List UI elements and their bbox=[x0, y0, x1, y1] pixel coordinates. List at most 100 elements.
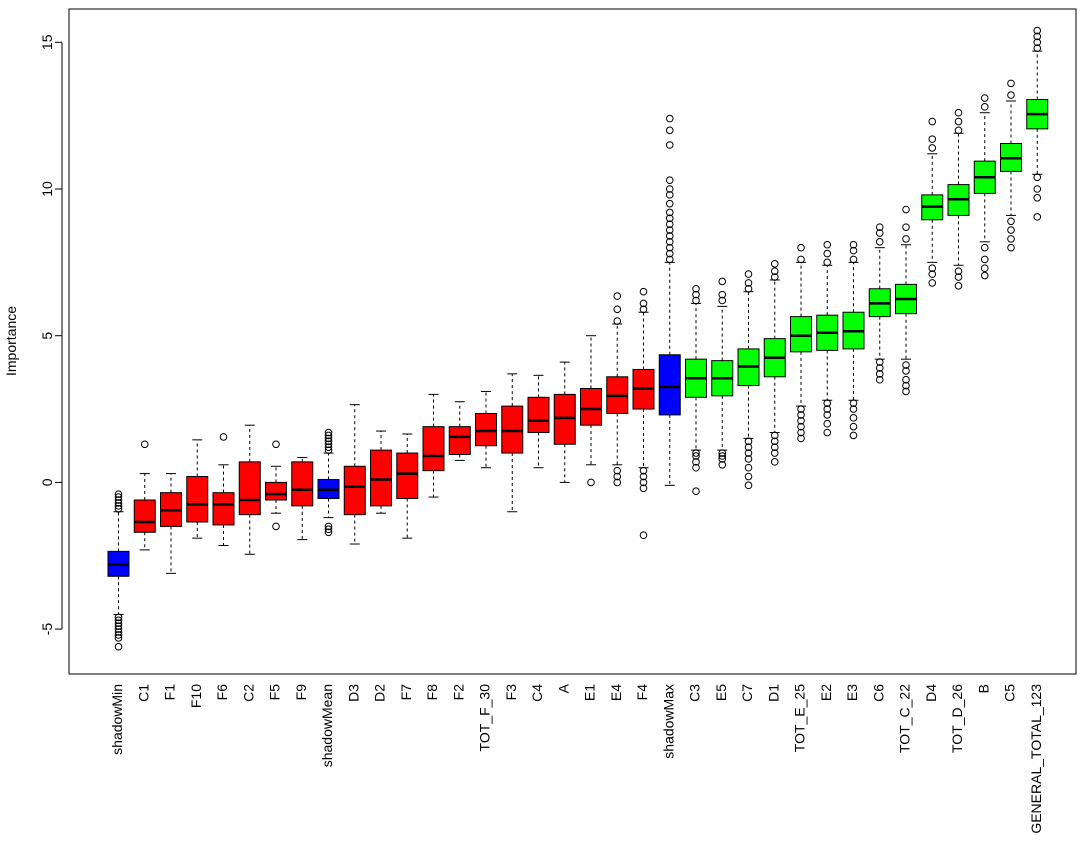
x-tick-label: GENERAL_TOTAL_123 bbox=[1028, 684, 1044, 834]
outlier-point bbox=[902, 381, 910, 390]
x-tick-label: F1 bbox=[162, 684, 178, 701]
outlier-point bbox=[980, 255, 989, 264]
outlier-point bbox=[718, 296, 727, 305]
outlier-point bbox=[770, 267, 779, 275]
x-tick-label: TOT_F_30 bbox=[477, 684, 493, 752]
outlier-point bbox=[639, 287, 648, 296]
box-body bbox=[501, 405, 524, 454]
box-C1 bbox=[133, 440, 156, 551]
outlier-point bbox=[1033, 213, 1042, 221]
y-tick-label: -5 bbox=[39, 623, 55, 636]
box-body bbox=[658, 354, 681, 416]
y-tick-label: 0 bbox=[39, 478, 55, 486]
y-tick-label: 10 bbox=[39, 181, 55, 197]
x-tick-label: TOT_E_25 bbox=[792, 684, 808, 752]
x-tick-label: C5 bbox=[1002, 684, 1018, 702]
outlier-point bbox=[692, 449, 700, 457]
outlier-point bbox=[324, 522, 333, 531]
outlier-point bbox=[875, 370, 884, 378]
outlier-point bbox=[954, 117, 963, 126]
plot-frame bbox=[68, 8, 1077, 675]
y-tick-label: 5 bbox=[39, 332, 55, 340]
x-tick-label: E5 bbox=[713, 684, 729, 701]
outlier-point bbox=[797, 411, 805, 419]
outlier-point bbox=[665, 249, 674, 258]
box-body bbox=[527, 396, 550, 434]
box-F4 bbox=[632, 287, 655, 540]
outlier-point bbox=[849, 399, 858, 407]
outlier-point bbox=[613, 466, 622, 475]
box-body bbox=[291, 461, 314, 507]
outlier-point bbox=[665, 185, 674, 193]
outlier-point bbox=[324, 428, 333, 437]
outlier-point bbox=[823, 405, 832, 413]
outlier-point bbox=[639, 299, 648, 308]
x-tick-label: F4 bbox=[634, 684, 650, 701]
box-shadowMax bbox=[658, 114, 681, 486]
outlier-point bbox=[114, 622, 123, 630]
box-B bbox=[973, 94, 996, 280]
box-E1 bbox=[580, 335, 602, 487]
outlier-point bbox=[902, 387, 910, 396]
outlier-point bbox=[1033, 44, 1042, 52]
outlier-point bbox=[954, 126, 963, 135]
outlier-point bbox=[324, 437, 333, 446]
outlier-point bbox=[902, 235, 910, 243]
outlier-point bbox=[875, 229, 884, 237]
outlier-point bbox=[770, 437, 779, 446]
outlier-point bbox=[902, 367, 910, 375]
outlier-point bbox=[797, 434, 805, 443]
box-D1 bbox=[763, 260, 786, 466]
outlier-point bbox=[928, 117, 937, 126]
x-tick-label: D4 bbox=[923, 684, 939, 702]
outlier-point bbox=[797, 416, 805, 425]
box-body bbox=[133, 499, 156, 533]
x-tick-label: C7 bbox=[739, 684, 755, 702]
box-body bbox=[553, 393, 576, 445]
box-C5 bbox=[1000, 79, 1022, 252]
outlier-point bbox=[849, 240, 858, 249]
outlier-point bbox=[823, 411, 832, 419]
outlier-point bbox=[692, 296, 700, 305]
outlier-point bbox=[324, 446, 333, 454]
x-tick-label: F5 bbox=[267, 684, 283, 701]
outlier-point bbox=[665, 220, 674, 229]
outlier-point bbox=[1007, 91, 1015, 99]
x-axis-labels: shadowMin C1 F1 F10 F6 C2 F5 F9 shadowMean D3 D2 F7… bbox=[109, 683, 1044, 834]
outlier-point bbox=[639, 466, 648, 475]
outlier-point bbox=[324, 440, 333, 449]
x-tick-label: F3 bbox=[503, 684, 519, 701]
outlier-point bbox=[587, 478, 595, 487]
outlier-point bbox=[744, 437, 753, 446]
outlier-point bbox=[1007, 243, 1015, 252]
box-body bbox=[580, 388, 602, 426]
box-body bbox=[396, 452, 419, 500]
outlier-point bbox=[692, 284, 700, 293]
outlier-point bbox=[902, 205, 910, 214]
x-tick-label: shadowMin bbox=[109, 684, 125, 755]
outlier-point bbox=[324, 443, 333, 451]
outlier-point bbox=[875, 364, 884, 372]
outlier-point bbox=[823, 240, 832, 249]
x-tick-label: D2 bbox=[372, 684, 388, 702]
box-shadowMean bbox=[317, 428, 340, 537]
box-body bbox=[422, 426, 445, 472]
outlier-point bbox=[770, 273, 779, 281]
outlier-point bbox=[718, 455, 727, 463]
x-tick-label: C1 bbox=[135, 684, 151, 702]
outlier-point bbox=[928, 144, 937, 152]
outlier-point bbox=[954, 273, 963, 281]
x-tick-label: F9 bbox=[293, 684, 309, 701]
x-tick-label: E1 bbox=[582, 684, 598, 701]
box-body bbox=[448, 426, 471, 456]
outlier-point bbox=[849, 405, 858, 413]
outlier-point bbox=[324, 434, 333, 443]
outlier-point bbox=[114, 496, 123, 504]
outlier-point bbox=[744, 443, 753, 451]
outlier-point bbox=[1033, 32, 1042, 41]
outlier-point bbox=[928, 270, 937, 278]
outlier-point bbox=[613, 478, 622, 487]
box-E5 bbox=[711, 277, 734, 469]
outlier-point bbox=[875, 238, 884, 246]
outlier-point bbox=[823, 258, 832, 267]
